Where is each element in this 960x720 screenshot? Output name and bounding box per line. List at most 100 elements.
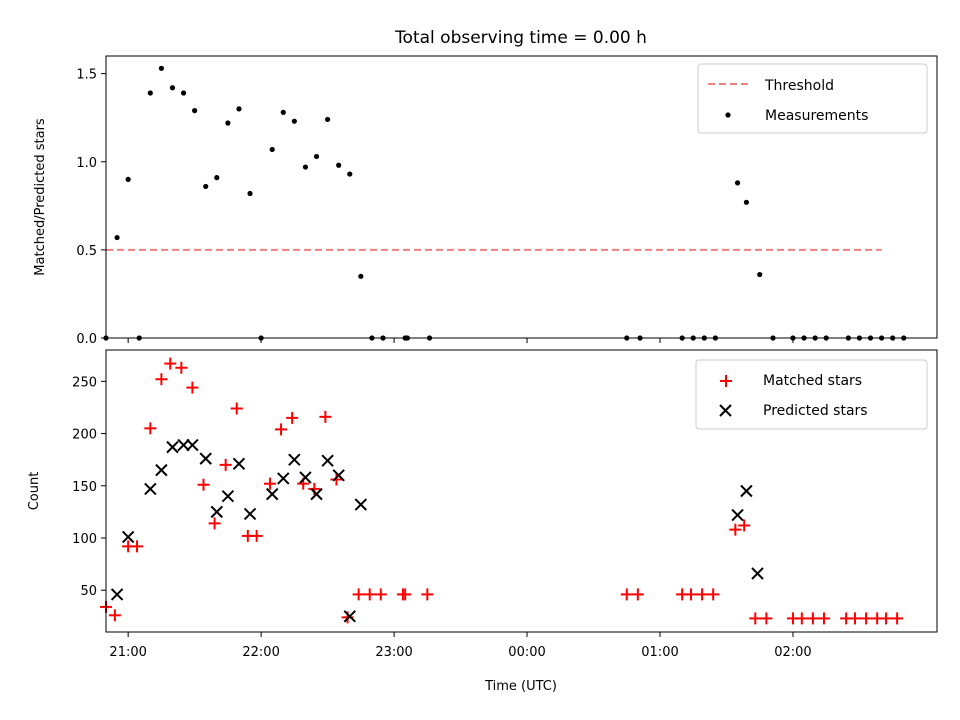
predicted-star-point: [232, 457, 246, 471]
chart-title: Total observing time = 0.00 h: [394, 28, 647, 48]
top-y-tick-label: 0.5: [76, 244, 97, 259]
matched-star-point: [421, 588, 434, 601]
predicted-star-point: [321, 454, 334, 467]
predicted-star-point: [731, 508, 744, 522]
bottom-legend: Matched stars Predicted stars: [695, 359, 928, 430]
matched-star-point: [696, 588, 709, 601]
measurement-point: [169, 85, 176, 91]
top-axes: 0.0 0.5 1.0 1.5 Matched/Predicted stars Thr…: [33, 55, 938, 347]
predicted-star-point: [221, 490, 235, 503]
x-tick-label: 00:00: [508, 645, 545, 660]
bottom-y-tick-label: 50: [80, 584, 97, 599]
matched-star-point: [363, 588, 376, 601]
predicted-star-point: [243, 507, 257, 521]
matched-star-point: [263, 477, 276, 490]
measurement-point: [214, 175, 220, 181]
measurement-point: [313, 153, 320, 160]
matched-star-point: [620, 588, 633, 601]
measurement-point: [302, 164, 309, 170]
bottom-y-tick-label: 100: [72, 532, 97, 547]
legend-matched-swatch: [720, 375, 732, 387]
predicted-star-point: [332, 469, 345, 482]
legend-measurements-swatch: [725, 112, 731, 118]
matched-star-point: [352, 588, 365, 601]
matched-star-point: [208, 517, 221, 530]
measurement-point: [269, 146, 275, 153]
measurement-point: [734, 180, 741, 186]
matched-star-point: [164, 357, 177, 370]
predicted-star-point: [186, 438, 199, 452]
matched-star-point: [330, 473, 343, 486]
measurement-point: [158, 65, 164, 71]
predicted-star-point: [354, 498, 368, 511]
measurement-point: [147, 90, 153, 96]
x-tick-label: 21:00: [109, 645, 146, 660]
legend-threshold-label: Threshold: [764, 78, 834, 94]
matched-star-point: [219, 458, 232, 471]
top-y-tick-label: 0.0: [76, 332, 97, 347]
matched-star-point: [880, 612, 893, 625]
predicted-star-point: [121, 530, 135, 544]
matched-star-point: [685, 588, 698, 601]
predicted-star-point: [299, 471, 312, 484]
top-legend: Threshold Measurements: [697, 63, 928, 134]
matched-star-point: [319, 410, 332, 423]
measurement-point: [347, 171, 353, 177]
measurement-point: [743, 199, 750, 205]
top-y-tick-label: 1.0: [76, 156, 97, 171]
measurement-point: [325, 116, 331, 123]
matched-star-point: [286, 411, 299, 424]
measurement-point: [291, 118, 297, 124]
predicted-star-point: [144, 482, 157, 496]
x-axis-label: Time (UTC): [484, 679, 557, 694]
bottom-y-tick-label: 250: [72, 375, 97, 390]
predicted-star-point: [166, 440, 179, 454]
matched-star-point: [817, 612, 830, 625]
predicted-star-point: [110, 588, 124, 601]
legend-predicted-label: Predicted stars: [763, 403, 868, 419]
matched-star-point: [707, 588, 720, 601]
measurement-point: [336, 162, 342, 168]
matched-star-point: [144, 422, 157, 435]
measurement-point: [125, 176, 131, 182]
matched-star-point: [795, 612, 808, 625]
measurement-point: [203, 183, 209, 190]
x-tick-label: 22:00: [242, 645, 279, 660]
measurement-point: [180, 90, 187, 96]
bottom-y-tick-label: 200: [72, 428, 97, 443]
measurement-point: [192, 108, 198, 114]
x-tick-label: 01:00: [641, 645, 678, 660]
measurement-point: [280, 109, 286, 115]
matched-star-point: [631, 588, 644, 601]
top-y-axis-label: Matched/Predicted stars: [33, 118, 48, 276]
predicted-star-point: [199, 452, 212, 465]
predicted-star-point: [740, 484, 753, 498]
legend-predicted-swatch: [719, 404, 732, 417]
matched-star-point: [399, 588, 412, 601]
matched-star-point: [760, 612, 773, 625]
matched-star-point: [108, 609, 121, 622]
predicted-star-point: [288, 453, 301, 466]
measurement-point: [757, 271, 763, 278]
predicted-star-point: [343, 610, 356, 623]
legend-measurements-label: Measurements: [765, 108, 868, 124]
matched-star-point: [275, 423, 288, 436]
top-axes-frame: [105, 55, 938, 339]
x-tick-label: 23:00: [375, 645, 412, 660]
matched-star-point: [230, 402, 243, 415]
predicted-star-point: [155, 463, 168, 477]
matched-star-point: [155, 373, 168, 386]
matched-star-point: [849, 612, 862, 625]
predicted-star-point: [277, 472, 290, 485]
measurement-point: [236, 106, 242, 112]
predicted-star-point: [310, 487, 323, 501]
matched-star-point: [729, 523, 742, 536]
matched-star-point: [806, 612, 819, 625]
matched-star-point: [175, 361, 188, 374]
matched-star-point: [891, 612, 904, 625]
measurement-point: [225, 120, 231, 126]
bottom-y-tick-label: 150: [72, 480, 97, 495]
matched-star-point: [374, 588, 387, 601]
predicted-star-point: [265, 487, 279, 501]
matched-star-point: [738, 519, 751, 532]
